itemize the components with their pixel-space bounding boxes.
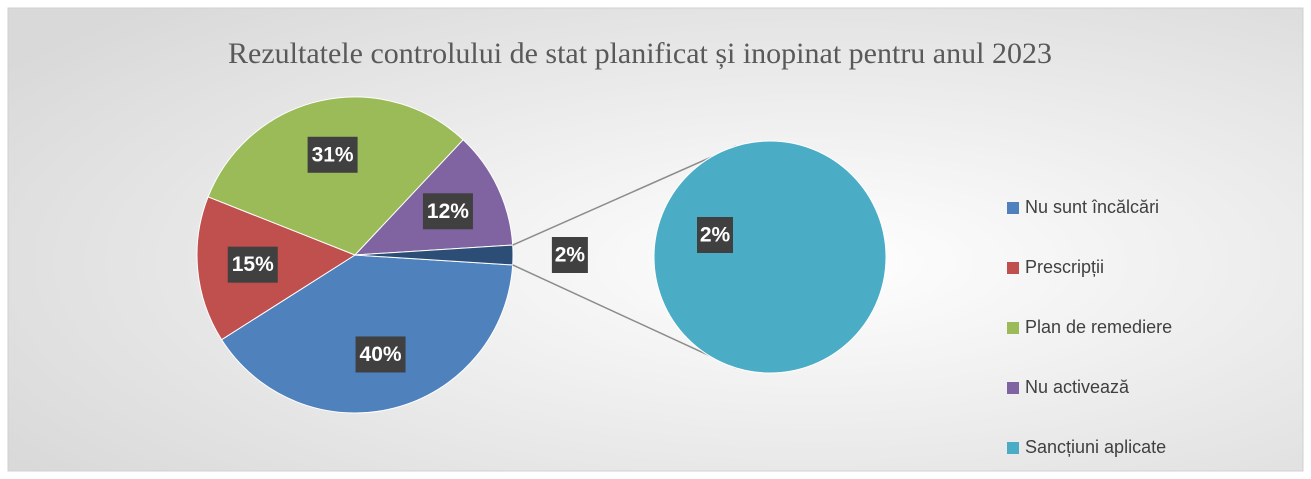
legend-swatch bbox=[1007, 322, 1019, 334]
legend-label: Nu activează bbox=[1025, 377, 1130, 397]
legend-swatch bbox=[1007, 442, 1019, 454]
chart-title: Rezultatele controlului de stat planific… bbox=[228, 37, 1052, 70]
data-label: 15% bbox=[232, 253, 274, 276]
data-label-box bbox=[422, 193, 473, 230]
legend-label: Nu sunt încălcări bbox=[1025, 197, 1159, 217]
pie-slice bbox=[207, 96, 464, 256]
data-label: 40% bbox=[360, 343, 402, 366]
data-label: 2% bbox=[555, 244, 586, 267]
data-label-box bbox=[307, 136, 358, 173]
secondary-pie-slice bbox=[653, 140, 887, 374]
data-label: 31% bbox=[312, 143, 354, 166]
legend-swatch bbox=[1007, 382, 1019, 394]
connector-line bbox=[512, 145, 737, 246]
data-label: 2% bbox=[700, 224, 731, 247]
legend-label: Prescripții bbox=[1025, 257, 1104, 277]
connector-line bbox=[512, 264, 737, 369]
data-label-box bbox=[697, 217, 733, 253]
pie-slice bbox=[220, 254, 514, 414]
pie-slice-other bbox=[354, 244, 514, 266]
legend-swatch bbox=[1007, 202, 1019, 214]
legend-label: Plan de remediere bbox=[1025, 317, 1172, 337]
legend-swatch bbox=[1007, 262, 1019, 274]
legend-label: Sancțiuni aplicate bbox=[1025, 437, 1166, 457]
data-label-box bbox=[355, 336, 406, 373]
data-label: 12% bbox=[427, 200, 469, 223]
data-label-box bbox=[227, 246, 278, 283]
data-label-box bbox=[551, 237, 588, 273]
